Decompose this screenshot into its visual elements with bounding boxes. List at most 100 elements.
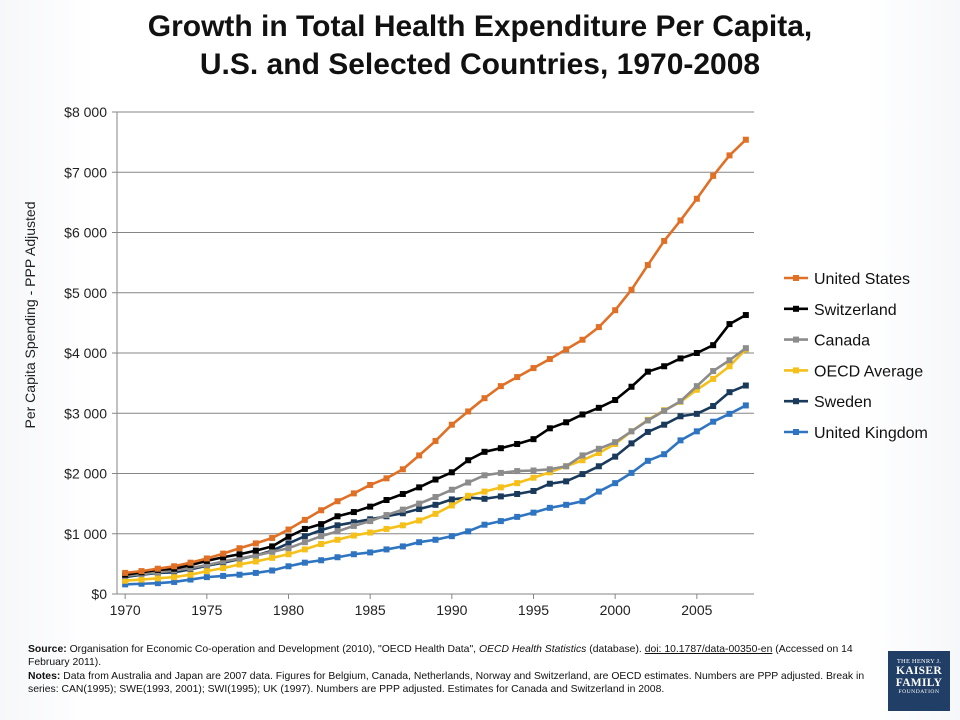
data-point — [318, 527, 325, 534]
data-point — [677, 437, 684, 444]
data-point — [726, 321, 733, 328]
data-point — [220, 558, 227, 565]
data-point — [367, 481, 374, 488]
data-point — [448, 533, 455, 540]
logo-line-3: FAMILY — [895, 677, 943, 689]
data-point — [546, 466, 553, 473]
data-point — [350, 519, 357, 526]
data-point — [383, 475, 390, 482]
data-point — [383, 525, 390, 532]
data-point — [465, 479, 472, 486]
data-point — [742, 402, 749, 409]
data-point — [383, 497, 390, 504]
legend-swatch-marker — [793, 336, 799, 343]
y-tick-label: $4 000 — [64, 345, 107, 361]
y-tick-label: $3 000 — [64, 405, 107, 421]
data-point — [399, 506, 406, 513]
data-point — [432, 437, 439, 444]
legend-swatch-marker — [793, 429, 799, 435]
data-point — [481, 448, 488, 455]
data-point — [710, 375, 717, 382]
y-tick-label: $8 000 — [64, 104, 107, 120]
data-point — [301, 539, 308, 546]
data-point — [612, 439, 619, 446]
data-point — [432, 501, 439, 508]
data-point — [432, 510, 439, 517]
data-point — [563, 478, 570, 485]
data-point — [350, 509, 357, 516]
source-label: Source: — [28, 644, 67, 655]
y-tick-label: $2 000 — [64, 466, 107, 482]
data-point — [138, 568, 145, 575]
data-point — [383, 546, 390, 553]
data-point — [334, 528, 341, 535]
data-point — [252, 540, 259, 547]
gridlines — [117, 111, 754, 535]
source-title: OECD Health Statistics — [478, 644, 587, 655]
data-point — [530, 474, 537, 481]
data-point — [367, 529, 374, 536]
data-point — [448, 469, 455, 476]
data-point — [530, 365, 537, 372]
data-point — [710, 342, 717, 349]
data-point — [726, 363, 733, 370]
data-point — [677, 413, 684, 420]
data-point — [252, 569, 259, 576]
data-point — [252, 558, 259, 565]
data-point — [644, 428, 651, 435]
x-tick-label: 1980 — [273, 602, 304, 618]
data-point — [399, 543, 406, 550]
kaiser-family-foundation-logo: THE HENRY J. KAISER FAMILY FOUNDATION — [888, 651, 950, 711]
data-point — [432, 476, 439, 483]
data-point — [677, 398, 684, 405]
data-point — [334, 536, 341, 543]
data-point — [269, 543, 276, 550]
data-point — [530, 509, 537, 516]
data-point — [154, 580, 161, 587]
data-point — [563, 501, 570, 508]
title-line-1: Growth in Total Health Expenditure Per C… — [147, 10, 813, 43]
logo-line-1: THE HENRY J. — [896, 658, 942, 665]
data-point — [497, 518, 504, 525]
legend-swatch-marker — [793, 398, 799, 405]
data-point — [220, 565, 227, 572]
data-point — [644, 457, 651, 464]
data-point — [138, 576, 145, 583]
data-point — [710, 418, 717, 425]
data-point — [644, 368, 651, 375]
data-point — [595, 450, 602, 457]
data-point — [448, 496, 455, 503]
data-point — [171, 578, 178, 585]
data-point — [367, 518, 374, 525]
data-point — [236, 555, 243, 562]
y-tick-label: $6 000 — [64, 225, 107, 241]
data-point — [612, 453, 619, 460]
data-point — [628, 428, 635, 435]
data-point — [432, 493, 439, 500]
data-point — [726, 152, 733, 159]
data-point — [595, 488, 602, 495]
y-tick-label: $0 — [91, 586, 107, 602]
data-point — [236, 545, 243, 552]
source-doi-link[interactable]: doi: 10.1787/data-00350-en — [644, 644, 773, 655]
title-line-2: U.S. and Selected Countries, 1970-2008 — [199, 48, 761, 81]
data-point — [612, 307, 619, 314]
legend-label: Sweden — [814, 394, 872, 411]
data-point — [612, 480, 619, 487]
data-point — [399, 522, 406, 529]
data-point — [595, 404, 602, 411]
data-point — [563, 419, 570, 426]
data-point — [677, 355, 684, 362]
data-point — [726, 357, 733, 364]
data-point — [220, 572, 227, 579]
data-point — [285, 540, 292, 547]
y-tick-label: $5 000 — [64, 285, 107, 301]
data-point — [203, 568, 210, 575]
data-point — [252, 552, 259, 559]
data-point — [530, 436, 537, 443]
data-point — [563, 463, 570, 470]
data-point — [171, 574, 178, 581]
data-point — [432, 536, 439, 543]
data-point — [301, 525, 308, 532]
data-point — [122, 569, 129, 576]
